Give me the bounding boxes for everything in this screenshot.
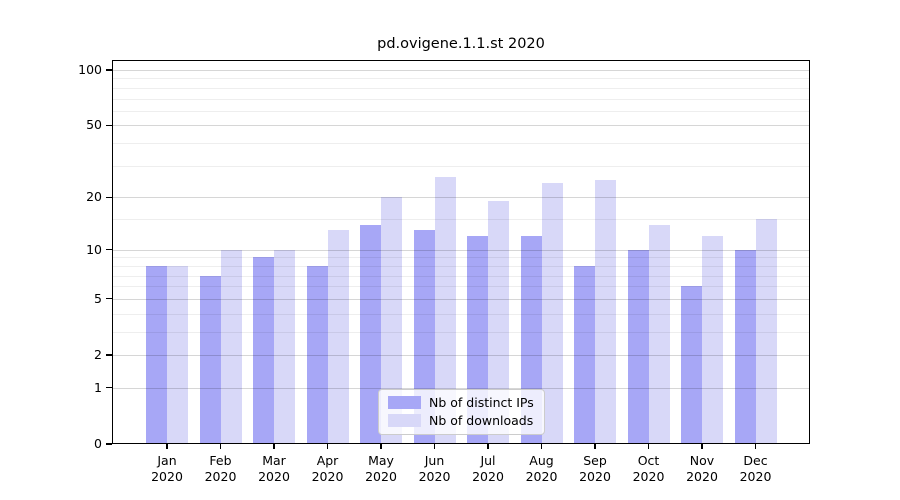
bar-downloads-sep <box>595 180 616 444</box>
x-tick-label-mar: Mar 2020 <box>258 453 290 484</box>
y-tick-label-100: 100 <box>78 62 102 77</box>
x-tick-mark-jun <box>433 444 436 449</box>
bar-downloads-jan <box>167 265 188 444</box>
x-tick-mark-jan <box>166 444 168 449</box>
bar-downloads-jul <box>488 201 509 444</box>
bar-downloads-nov <box>702 236 723 444</box>
x-tick-mark-dec <box>754 444 757 449</box>
chart-title: pd.ovigene.1.1.st 2020 <box>377 36 545 52</box>
x-tick-label-jul: Jul 2020 <box>472 453 504 484</box>
legend-item-distinct-ips: Nb of distinct IPs <box>388 395 534 410</box>
bar-distinct-ips-jan <box>146 265 167 444</box>
y-tick-mark-1 <box>106 387 112 389</box>
plot-frame <box>112 60 810 444</box>
bar-distinct-ips-apr <box>306 265 328 444</box>
y-tick-mark-2 <box>106 354 112 356</box>
bar-downloads-may <box>381 197 402 444</box>
legend-item-downloads: Nb of downloads <box>388 413 534 428</box>
bar-downloads-mar <box>274 249 295 444</box>
x-tick-label-nov: Nov 2020 <box>686 453 718 484</box>
legend-swatch-downloads <box>388 414 421 427</box>
y-tick-label-20: 20 <box>86 189 102 205</box>
y-tick-label-2: 2 <box>94 347 102 362</box>
bar-downloads-aug <box>541 183 563 444</box>
x-tick-label-aug: Aug 2020 <box>525 453 558 484</box>
bar-downloads-feb <box>220 249 242 444</box>
x-tick-label-jan: Jan 2020 <box>151 453 183 484</box>
x-tick-mark-oct <box>647 444 650 449</box>
bar-distinct-ips-dec <box>734 249 756 444</box>
y-tick-mark-10 <box>106 249 112 251</box>
bar-distinct-ips-feb <box>199 275 221 444</box>
x-tick-label-dec: Dec 2020 <box>739 453 772 484</box>
y-tick-label-50: 50 <box>86 117 102 133</box>
bar-downloads-apr <box>327 230 349 444</box>
y-tick-mark-0 <box>106 443 112 445</box>
y-tick-mark-100 <box>106 69 112 71</box>
x-tick-mark-jul <box>487 444 489 449</box>
x-tick-mark-sep <box>594 444 596 449</box>
x-tick-label-feb: Feb 2020 <box>204 453 237 484</box>
bar-downloads-jun <box>434 176 456 444</box>
x-tick-label-apr: Apr 2020 <box>311 453 344 484</box>
bar-distinct-ips-may <box>360 224 381 444</box>
x-tick-mark-may <box>380 444 382 449</box>
bar-distinct-ips-nov <box>681 286 702 444</box>
x-tick-label-may: May 2020 <box>365 453 397 484</box>
y-tick-label-10: 10 <box>86 241 102 257</box>
bar-downloads-dec <box>755 219 777 444</box>
y-tick-mark-5 <box>106 298 112 300</box>
x-tick-label-oct: Oct 2020 <box>632 453 665 484</box>
legend-swatch-distinct-ips <box>388 396 421 409</box>
legend-label-downloads: Nb of downloads <box>429 413 534 428</box>
y-tick-label-5: 5 <box>94 290 102 306</box>
x-tick-mark-aug <box>540 444 543 449</box>
x-tick-label-sep: Sep 2020 <box>579 453 611 484</box>
x-tick-mark-feb <box>219 444 222 449</box>
bar-distinct-ips-mar <box>253 257 274 444</box>
x-tick-label-jun: Jun 2020 <box>418 453 451 484</box>
plot-area <box>112 60 810 444</box>
bar-distinct-ips-oct <box>627 249 649 444</box>
x-tick-mark-nov <box>701 444 703 449</box>
y-tick-mark-20 <box>106 196 112 198</box>
legend-label-distinct-ips: Nb of distinct IPs <box>429 395 534 410</box>
legend: Nb of distinct IPs Nb of downloads <box>378 389 545 435</box>
y-tick-label-1: 1 <box>94 379 102 395</box>
x-tick-mark-apr <box>326 444 329 449</box>
y-tick-label-0: 0 <box>94 436 102 451</box>
bar-distinct-ips-sep <box>574 265 595 444</box>
bar-downloads-oct <box>648 224 670 444</box>
y-tick-mark-50 <box>106 124 112 126</box>
x-tick-mark-mar <box>273 444 275 449</box>
